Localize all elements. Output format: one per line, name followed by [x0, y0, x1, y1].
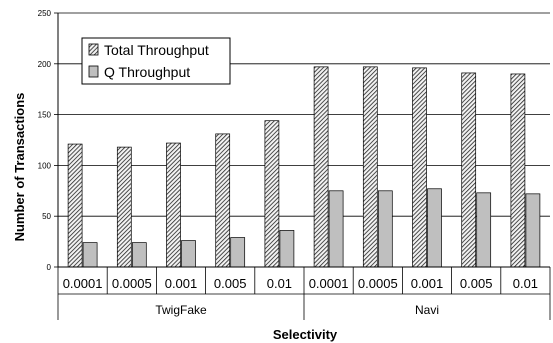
bar-total-throughput-1	[116, 146, 132, 268]
legend: Total Throughput Q Throughput	[81, 37, 231, 85]
x-axis-categories: 0.0001 0.0005 0.001 0.005 0.01 0.0001 0.0005 0.…	[63, 276, 538, 291]
x-category-label: 0.001	[411, 276, 444, 291]
legend-box	[81, 37, 231, 85]
bar-total-throughput-0	[67, 143, 83, 268]
legend-label-total-throughput: Total Throughput	[104, 42, 209, 58]
bar-total-throughput-9	[510, 73, 526, 268]
x-group-label: TwigFake	[155, 303, 207, 317]
bar-q-throughput-9	[525, 193, 541, 268]
x-category-label: 0.0001	[63, 276, 103, 291]
x-category-label: 0.01	[267, 276, 292, 291]
bar-total-throughput-4	[264, 120, 280, 268]
x-category-label: 0.01	[513, 276, 538, 291]
y-tick-label: 100	[38, 161, 52, 170]
x-category-label: 0.0005	[112, 276, 152, 291]
x-group-label: Navi	[415, 303, 439, 317]
bar-q-throughput-3	[230, 237, 246, 268]
bar-q-throughput-1	[131, 242, 147, 268]
bar-total-throughput-2	[166, 142, 181, 268]
y-tick-label: 250	[38, 9, 52, 18]
y-tick-label: 50	[42, 212, 51, 221]
y-axis-ticks: 0 50 100 150 200 250	[38, 9, 58, 272]
bar-q-throughput-4	[279, 230, 295, 268]
legend-label-q-throughput: Q Throughput	[104, 64, 190, 80]
bar-total-throughput-5	[313, 66, 329, 268]
x-axis-groups: TwigFake Navi	[155, 303, 439, 317]
x-category-label: 0.001	[165, 276, 198, 291]
x-category-label: 0.005	[214, 276, 247, 291]
bar-total-throughput-6	[362, 66, 378, 268]
bar-q-throughput-5	[328, 190, 344, 268]
y-axis-label: Number of Transactions	[12, 93, 27, 242]
legend-swatch-q-throughput	[88, 65, 99, 78]
y-tick-label: 0	[47, 263, 52, 272]
bar-total-throughput-3	[215, 133, 231, 268]
x-category-label: 0.0005	[358, 276, 398, 291]
bars	[67, 66, 541, 268]
bar-q-throughput-6	[377, 190, 393, 268]
x-axis-label: Selectivity	[273, 327, 338, 342]
bar-total-throughput-8	[461, 72, 477, 268]
bar-q-throughput-2	[181, 240, 196, 268]
x-category-label: 0.0001	[309, 276, 349, 291]
bar-total-throughput-7	[412, 67, 427, 268]
bar-q-throughput-7	[427, 188, 442, 268]
x-category-label: 0.005	[460, 276, 493, 291]
legend-swatch-total-throughput	[88, 43, 99, 56]
axes	[57, 13, 551, 320]
y-tick-label: 150	[38, 111, 52, 120]
y-tick-label: 200	[38, 60, 52, 69]
bar-q-throughput-8	[476, 192, 492, 268]
bar-q-throughput-0	[82, 242, 98, 268]
